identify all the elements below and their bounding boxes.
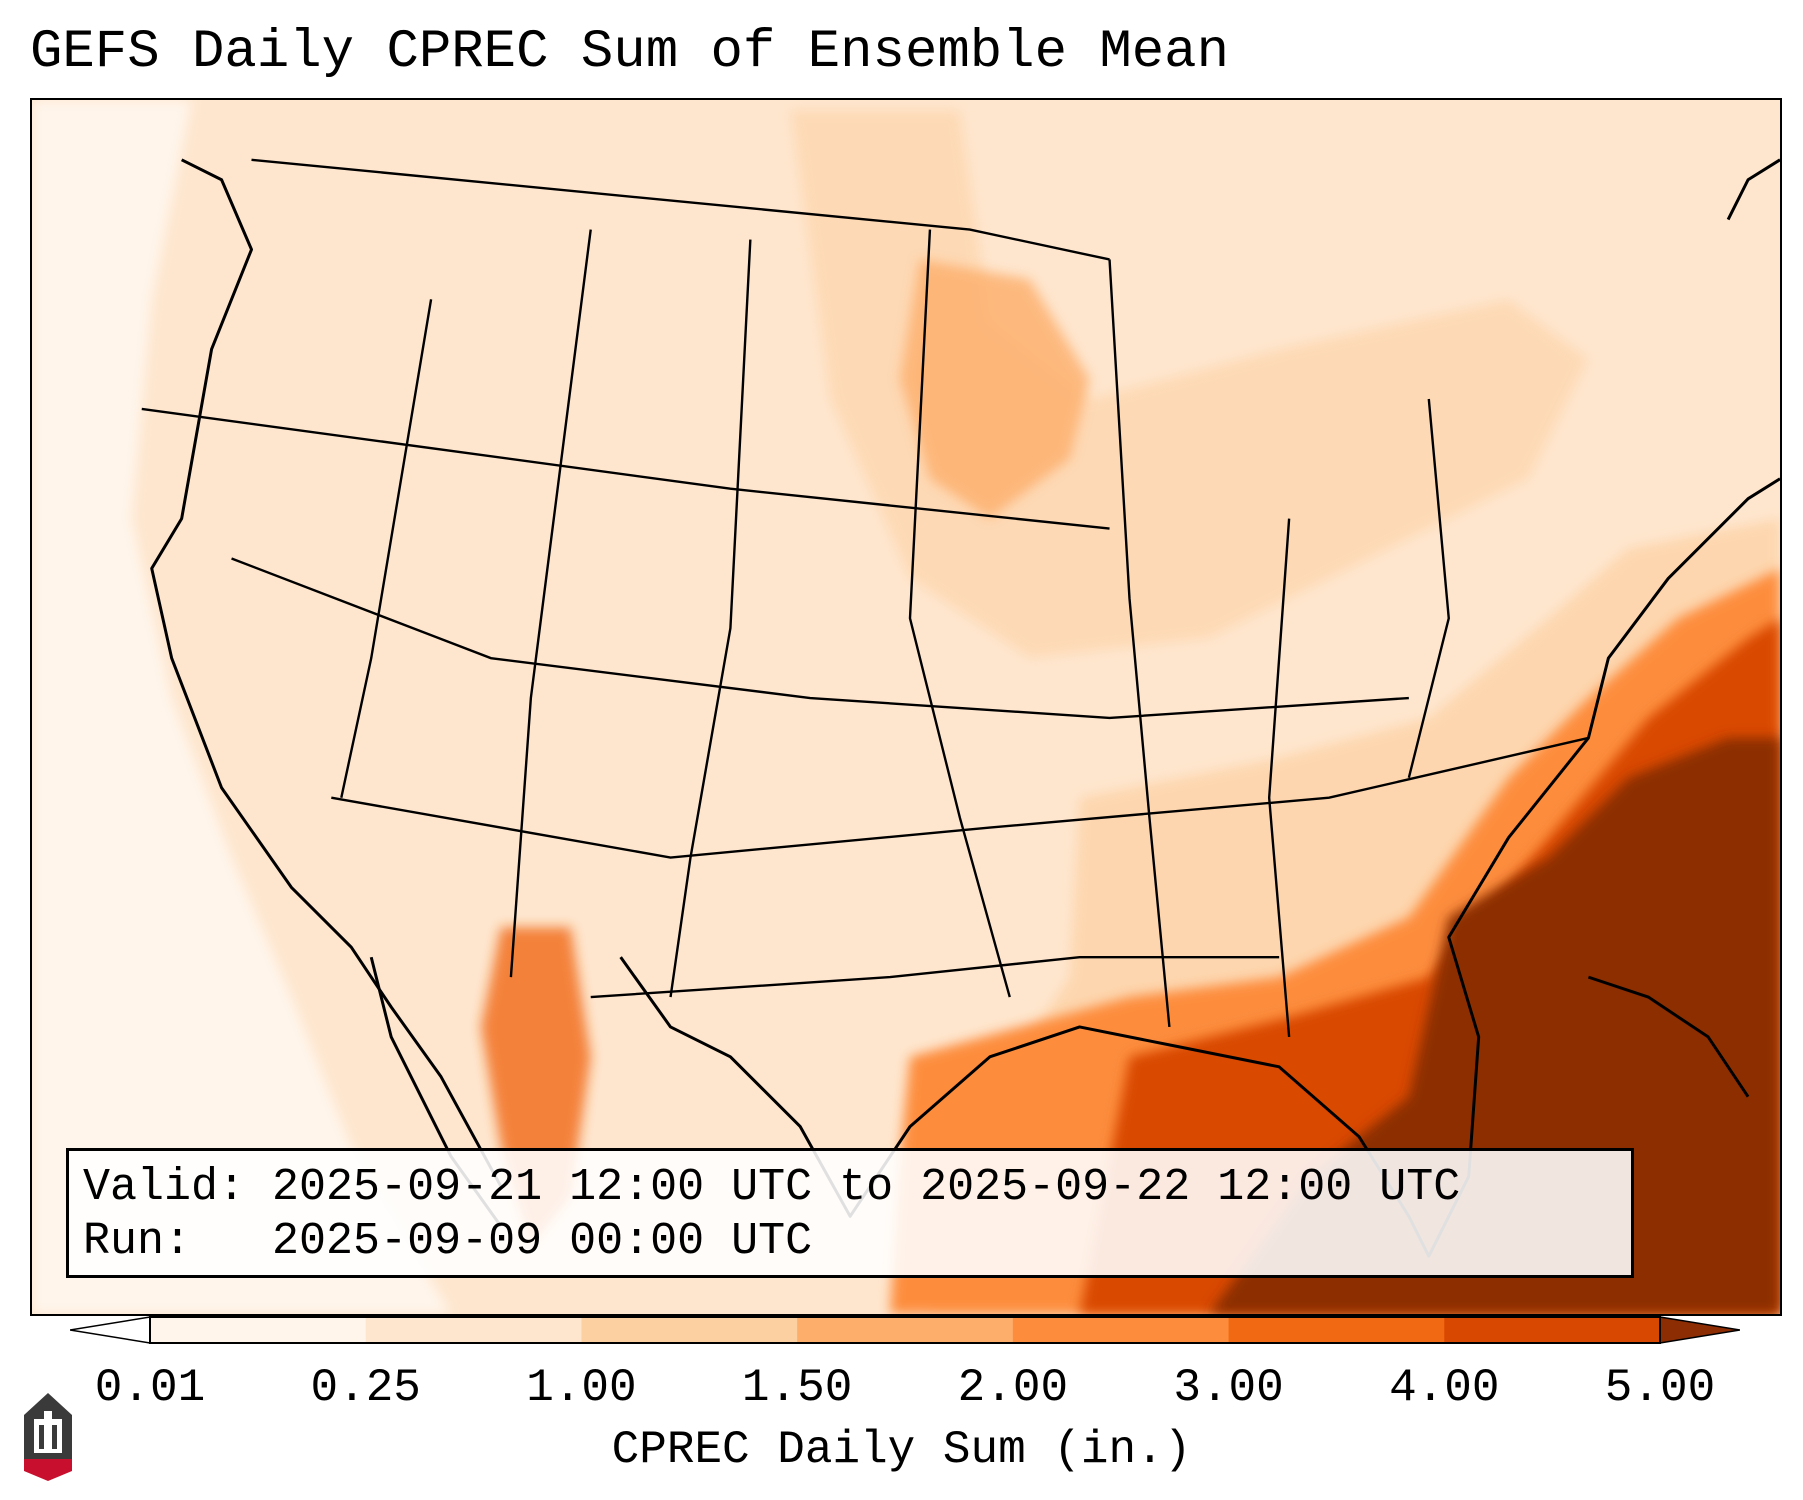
colorbar-segment [1012,1317,1230,1343]
precip-map [32,100,1780,1314]
colorbar-segment [150,1317,367,1343]
colorbar-tick-label: 1.50 [741,1362,853,1414]
precip-zone-light-central [790,109,1589,659]
colorbar-segment [581,1317,798,1343]
map-panel [30,98,1782,1316]
validity-info-box: Valid: 2025-09-21 12:00 UTC to 2025-09-2… [66,1148,1634,1278]
run-value: 2025-09-09 00:00 UTC [272,1216,813,1267]
valid-label: Valid: [83,1162,246,1213]
colorbar-tick-label: 0.01 [94,1362,206,1414]
colorbar [70,1316,1740,1344]
colorbar-segment [1444,1317,1661,1343]
niu-logo-icon [24,1393,72,1481]
run-label: Run: [83,1216,192,1267]
colorbar-tick-label: 2.00 [957,1362,1069,1414]
colorbar-segment [365,1317,582,1343]
colorbar-tick-label: 5.00 [1604,1362,1716,1414]
colorbar-label: CPREC Daily Sum (in.) [611,1424,1192,1476]
colorbar-extend-high [1659,1316,1740,1344]
precip-zone-lightest-west [32,100,452,1314]
colorbar-tick-label: 0.25 [310,1362,421,1414]
colorbar-tick-label: 3.00 [1173,1362,1284,1414]
colorbar-segment [1228,1317,1445,1343]
page-title: GEFS Daily CPREC Sum of Ensemble Mean [30,22,1229,83]
colorbar-outline [149,1316,1661,1344]
precip-zone-upper-midwest [900,259,1090,519]
valid-value: 2025-09-21 12:00 UTC to 2025-09-22 12:00… [272,1162,1461,1213]
colorbar-tick-label: 4.00 [1389,1362,1500,1414]
state-borders [141,158,1589,1038]
colorbar-extend-low [70,1316,151,1344]
colorbar-tick-label: 1.00 [526,1362,637,1414]
colorbar-segment [797,1317,1014,1343]
